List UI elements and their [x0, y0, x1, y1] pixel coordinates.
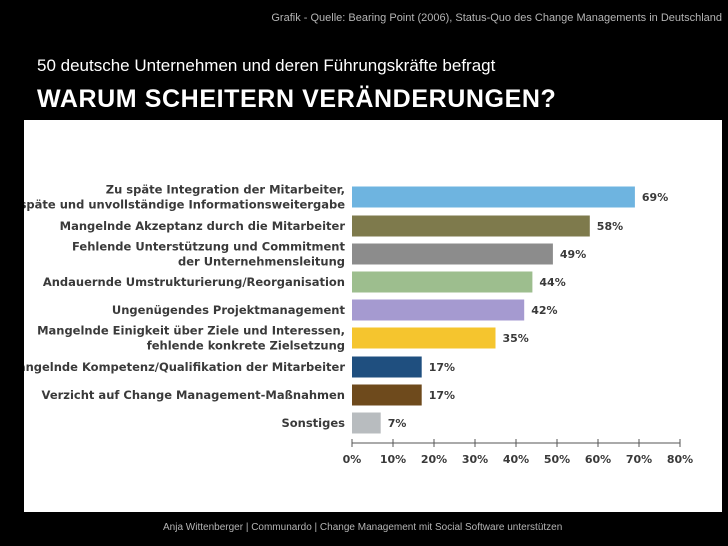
footer-caption: Anja Wittenberger | Communardo | Change …: [163, 522, 563, 533]
x-axis: 0% 10% 20% 30% 40% 50% 60% 70% 80%: [343, 439, 693, 466]
x-tick-label-7: 70%: [626, 453, 652, 466]
bar-8: [352, 384, 422, 406]
category-label-3: Fehlende Unterstützung und Commitment der…: [72, 240, 345, 269]
bar-7: [352, 356, 422, 378]
bar-2: [352, 215, 590, 237]
value-label-7: 17%: [429, 361, 455, 374]
value-label-3: 49%: [560, 248, 586, 261]
bar-chart: 69% Zu späte Integration der Mitarbeiter,…: [6, 183, 693, 467]
bar-6: [352, 327, 496, 349]
page-subtitle: 50 deutsche Unternehmen und deren Führun…: [37, 56, 496, 75]
x-tick-label-6: 60%: [585, 453, 611, 466]
value-label-2: 58%: [597, 220, 623, 233]
x-tick-label-2: 20%: [421, 453, 447, 466]
bars-group: 69% Zu späte Integration der Mitarbeiter,…: [6, 183, 668, 434]
category-label-8: Verzicht auf Change Management-Maßnahmen: [42, 388, 345, 402]
source-caption: Grafik - Quelle: Bearing Point (2006), S…: [271, 12, 722, 24]
bar-5: [352, 299, 525, 321]
x-tick-label-0: 0%: [343, 453, 362, 466]
chart-panel: 69% Zu späte Integration der Mitarbeiter,…: [6, 120, 722, 512]
value-label-1: 69%: [642, 191, 668, 204]
bar-3: [352, 243, 553, 265]
value-label-6: 35%: [503, 332, 529, 345]
page-title: WARUM SCHEITERN VERÄNDERUNGEN?: [37, 85, 557, 113]
x-tick-label-8: 80%: [667, 453, 693, 466]
category-label-2: Mangelnde Akzeptanz durch die Mitarbeite…: [60, 219, 346, 233]
bar-9: [352, 412, 381, 434]
category-label-4: Andauernde Umstrukturierung/Reorganisati…: [43, 275, 345, 289]
x-tick-label-5: 50%: [544, 453, 570, 466]
category-label-5: Ungenügendes Projektmanagement: [112, 303, 346, 317]
category-label-9: Sonstiges: [281, 416, 345, 430]
value-label-9: 7%: [388, 417, 407, 430]
category-label-1: Zu späte Integration der Mitarbeiter, spä…: [24, 183, 345, 212]
value-label-5: 42%: [531, 304, 557, 317]
x-tick-label-3: 30%: [462, 453, 488, 466]
bar-4: [352, 271, 533, 293]
value-label-8: 17%: [429, 389, 455, 402]
x-tick-label-1: 10%: [380, 453, 406, 466]
category-label-6: Mangelnde Einigkeit über Ziele und Inter…: [37, 324, 345, 353]
value-label-4: 44%: [539, 276, 565, 289]
bar-1: [352, 186, 635, 208]
category-label-7: Mangelnde Kompetenz/Qualifikation der Mi…: [24, 360, 345, 374]
x-tick-label-4: 40%: [503, 453, 529, 466]
